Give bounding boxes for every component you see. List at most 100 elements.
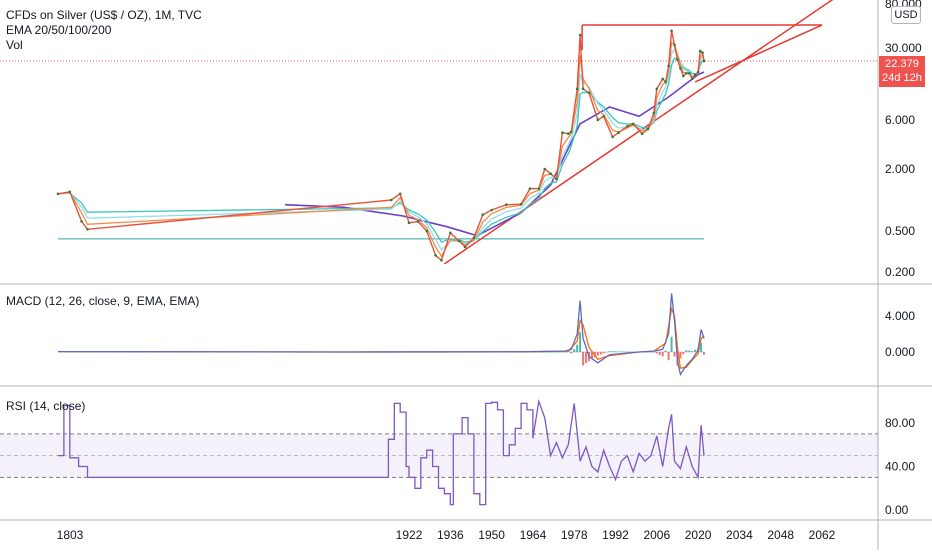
- price-point: [457, 239, 461, 243]
- macd-histogram-bar: [691, 351, 694, 352]
- price-point: [578, 33, 582, 37]
- macd-histogram-bar: [552, 351, 555, 353]
- macd-legend[interactable]: MACD (12, 26, close, 9, EMA, EMA): [6, 294, 199, 309]
- macd-histogram-bar: [700, 343, 703, 352]
- price-point: [68, 190, 72, 194]
- x-tick-label: 1964: [520, 528, 547, 542]
- price-point: [693, 73, 697, 76]
- x-tick-label: 1978: [561, 528, 588, 542]
- recent-trendline: [694, 24, 823, 83]
- bar-countdown: 24d 12h: [882, 72, 922, 84]
- price-point: [390, 198, 393, 202]
- price-point: [617, 131, 620, 135]
- price-point: [698, 49, 702, 53]
- macd-histogram-bar: [558, 351, 561, 353]
- x-tick-label: 1936: [437, 528, 464, 542]
- macd-histogram-bar: [585, 352, 588, 364]
- price-point: [646, 127, 650, 131]
- price-point: [528, 187, 532, 190]
- price-point: [416, 220, 420, 223]
- macd-histogram-bar: [655, 352, 658, 354]
- macd-histogram-bar: [629, 351, 632, 353]
- volume-legend[interactable]: Vol: [6, 38, 23, 52]
- price-point: [490, 208, 493, 212]
- price-point: [505, 203, 508, 207]
- macd-histogram-bar: [579, 332, 582, 352]
- rsi-tick-label: 80.00: [885, 416, 915, 430]
- symbol-title[interactable]: CFDs on Silver (US$ / OZ), 1M, TVC: [6, 8, 202, 22]
- price-point: [682, 74, 685, 78]
- price-point: [575, 87, 579, 91]
- price-point: [440, 258, 443, 262]
- macd-histogram-bar: [555, 351, 558, 353]
- price-point: [80, 220, 83, 223]
- price-point: [640, 132, 644, 136]
- macd-histogram-bar: [611, 351, 614, 352]
- macd-tick-label: 0.000: [885, 345, 915, 359]
- price-point: [652, 111, 656, 115]
- macd-histogram-bar: [649, 352, 652, 353]
- macd-histogram-bar: [543, 351, 546, 353]
- rsi-pane[interactable]: [0, 398, 878, 506]
- price-tick-label: 30.000: [885, 41, 922, 55]
- rsi-title: RSI (14, close): [6, 399, 86, 413]
- macd-line: [57, 293, 705, 377]
- x-tick-label: 1950: [478, 528, 505, 542]
- last-price-badge: 22.379 24d 12h: [879, 56, 925, 87]
- macd-histogram-bar: [549, 351, 552, 353]
- x-tick-label: 2048: [767, 528, 794, 542]
- price-point: [481, 213, 485, 217]
- macd-histogram-bar: [667, 352, 670, 361]
- macd-histogram-bar: [661, 352, 664, 357]
- macd-histogram-bar: [534, 351, 537, 353]
- macd-histogram-bar: [703, 352, 706, 355]
- macd-histogram-bar: [602, 352, 605, 354]
- price-point: [519, 202, 523, 206]
- price-tick-label: 2.000: [885, 162, 915, 176]
- price-point: [398, 192, 402, 196]
- price-point: [449, 231, 452, 235]
- price-point: [472, 236, 476, 240]
- price-point: [56, 192, 60, 196]
- price-point: [631, 122, 635, 126]
- price-point: [425, 229, 429, 233]
- x-tick-label: 2006: [643, 528, 670, 542]
- macd-histogram-bar: [646, 352, 649, 353]
- rsi-line: [58, 398, 705, 506]
- ema20-line: [57, 41, 705, 258]
- x-tick-label: 2020: [685, 528, 712, 542]
- macd-histogram-bar: [623, 351, 626, 353]
- price-tick-label: 0.200: [885, 265, 915, 279]
- macd-histogram-bar: [590, 352, 593, 360]
- ema-legend[interactable]: EMA 20/50/100/200: [6, 23, 112, 37]
- price-point: [667, 64, 670, 68]
- macd-histogram-bar: [673, 352, 676, 357]
- macd-histogram-bar: [537, 351, 540, 353]
- price-point: [611, 135, 614, 139]
- macd-histogram-bar: [620, 351, 623, 352]
- price-point: [569, 130, 573, 134]
- price-point: [407, 221, 411, 225]
- macd-histogram-bar: [670, 336, 673, 352]
- macd-pane[interactable]: [57, 293, 706, 377]
- macd-histogram-bar: [658, 352, 661, 355]
- rsi-legend[interactable]: RSI (14, close): [6, 399, 85, 414]
- macd-histogram-bar: [546, 351, 549, 353]
- price-point: [581, 87, 585, 91]
- x-tick-label: 1992: [602, 528, 629, 542]
- price-tick-label: 80.000: [885, 0, 922, 11]
- price-pane[interactable]: [0, 0, 878, 265]
- price-point: [549, 172, 552, 176]
- price-point: [561, 131, 564, 135]
- macd-histogram-bar: [540, 351, 543, 353]
- rsi-tick-label: 40.00: [885, 460, 915, 474]
- currency-button[interactable]: USD: [891, 6, 921, 24]
- price-point: [661, 77, 665, 81]
- macd-histogram-bar: [626, 351, 629, 353]
- macd-histogram-bar: [570, 352, 573, 354]
- x-tick-label: 2062: [809, 528, 836, 542]
- price-point: [679, 67, 682, 70]
- ema50-line: [57, 48, 705, 251]
- price-point: [626, 124, 629, 128]
